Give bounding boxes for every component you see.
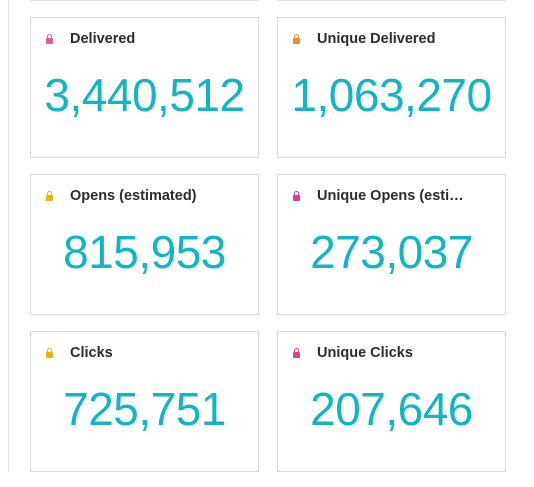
tile-label: Unique Opens (esti… — [317, 188, 464, 204]
tile-header: Delivered — [46, 29, 246, 49]
tile-label: Opens (estimated) — [70, 188, 197, 204]
tile-header: Opens (estimated) — [46, 186, 246, 206]
metric-tile-unique-opens[interactable]: Unique Opens (esti… 273,037 — [277, 174, 506, 315]
metric-tile-clicks[interactable]: Clicks 725,751 — [30, 331, 259, 472]
metric-tile-delivered[interactable]: Delivered 3,440,512 — [30, 17, 259, 158]
lock-icon — [293, 348, 300, 358]
lock-icon — [46, 34, 53, 44]
lock-icon — [46, 348, 53, 358]
lock-icon — [293, 191, 300, 201]
top-divider-left — [30, 0, 259, 1]
tile-value: 1,063,270 — [291, 69, 492, 121]
tile-header: Unique Clicks — [293, 343, 493, 363]
tile-label: Unique Clicks — [317, 345, 413, 361]
left-panel-divider — [8, 0, 9, 472]
tile-value: 273,037 — [310, 226, 473, 278]
metric-tile-opens-estimated[interactable]: Opens (estimated) 815,953 — [30, 174, 259, 315]
tile-header: Unique Delivered — [293, 29, 493, 49]
tile-header: Clicks — [46, 343, 246, 363]
tile-value: 3,440,512 — [44, 69, 245, 121]
tile-value: 815,953 — [63, 226, 226, 278]
metric-tile-unique-delivered[interactable]: Unique Delivered 1,063,270 — [277, 17, 506, 158]
tile-label: Unique Delivered — [317, 31, 436, 47]
tile-header: Unique Opens (esti… — [293, 186, 493, 206]
top-divider-right — [277, 0, 506, 1]
lock-icon — [293, 34, 300, 44]
tile-label: Clicks — [70, 345, 113, 361]
tile-value: 725,751 — [63, 383, 226, 435]
metric-tile-unique-clicks[interactable]: Unique Clicks 207,646 — [277, 331, 506, 472]
lock-icon — [46, 191, 53, 201]
tile-value: 207,646 — [310, 383, 473, 435]
tile-label: Delivered — [70, 31, 136, 47]
